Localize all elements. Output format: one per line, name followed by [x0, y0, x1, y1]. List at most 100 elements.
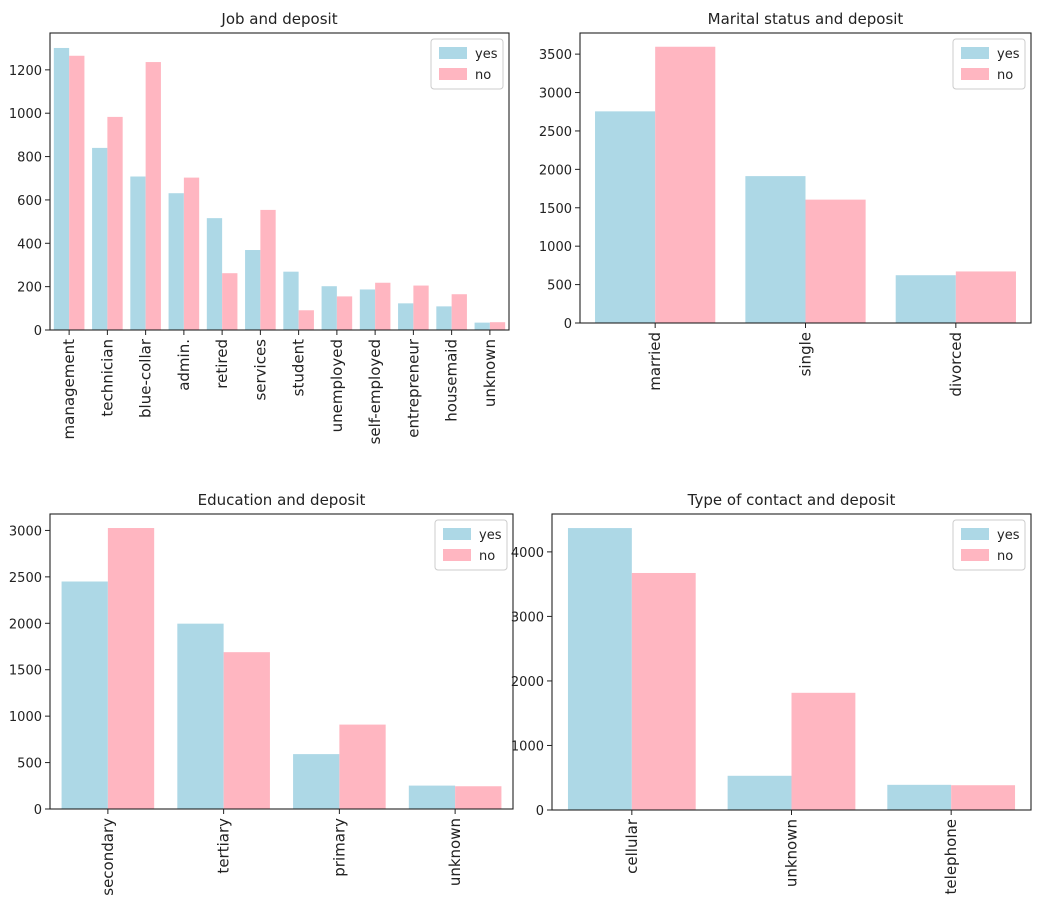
y-tick-label: 4000: [511, 546, 544, 561]
bar-no-married: [655, 46, 716, 323]
bar-yes-services: [245, 250, 261, 330]
x-tick-label: services: [251, 339, 269, 401]
legend: yes no: [952, 519, 1026, 571]
bar-yes-housemaid: [436, 306, 452, 330]
bar-no-telephone: [951, 785, 1016, 810]
bar-no-entrepreneur: [413, 285, 429, 330]
bar-no-management: [69, 55, 85, 330]
legend-label-no: no: [997, 68, 1013, 83]
y-tick-label: 500: [17, 757, 42, 772]
x-tick-label: unknown: [481, 339, 499, 407]
y-tick-label: 800: [17, 151, 42, 166]
chart-job: Job and deposit 0 200 400 600 800 1000 1200 mana…: [9, 10, 510, 444]
bar-no-retired: [222, 273, 238, 330]
y-tick-label: 400: [17, 237, 42, 252]
y-tick-label: 0: [536, 804, 544, 819]
x-tick-label: single: [797, 332, 815, 376]
chart-contact: Type of contact and deposit 0 1000 2000 3000…: [511, 491, 1032, 894]
plot-frame: [49, 32, 510, 331]
y-tick-label: 2500: [9, 571, 42, 586]
bar-no-tertiary: [223, 652, 270, 809]
bar-no-single: [805, 199, 866, 323]
plot-frame: [49, 513, 514, 810]
x-tick-label: cellular: [623, 818, 641, 874]
y-tick-label: 1000: [511, 739, 544, 754]
legend-label-no: no: [475, 68, 491, 83]
legend-swatch-yes: [439, 47, 467, 59]
y-tick-label: 1000: [9, 107, 42, 122]
bar-no-student: [298, 310, 314, 330]
bar-yes-admin.: [168, 193, 184, 330]
x-tick-label: management: [60, 339, 78, 440]
chart-title: Job and deposit: [220, 10, 337, 28]
bar-no-primary: [339, 724, 386, 809]
y-tick-label: 3000: [9, 524, 42, 539]
x-tick-label: unknown: [446, 818, 464, 886]
chart-title: Marital status and deposit: [708, 10, 904, 28]
y-tick-label: 2000: [511, 675, 544, 690]
legend: yes no: [434, 519, 508, 571]
bar-no-admin.: [183, 177, 200, 330]
x-tick-label: housemaid: [443, 339, 461, 422]
bar-yes-telephone: [887, 784, 952, 810]
bar-no-unknown: [791, 692, 856, 810]
bar-no-services: [260, 209, 276, 330]
y-tick-label: 0: [34, 803, 42, 818]
legend-swatch-no: [439, 68, 467, 80]
bar-no-housemaid: [451, 294, 467, 330]
bar-yes-self-employed: [359, 289, 376, 330]
chart-title: Education and deposit: [198, 491, 366, 509]
bar-yes-unknown: [474, 322, 490, 330]
y-tick-label: 200: [17, 281, 42, 296]
y-tick-label: 1500: [9, 664, 42, 679]
y-tick-label: 1000: [9, 710, 42, 725]
bar-no-unemployed: [336, 296, 353, 330]
legend-swatch-yes: [443, 528, 471, 540]
legend-label-yes: yes: [997, 47, 1020, 62]
y-tick-label: 2000: [539, 163, 572, 178]
y-tick-label: 1500: [539, 202, 572, 217]
y-tick-label: 500: [547, 279, 572, 294]
x-tick-label: retired: [213, 339, 231, 389]
y-tick-label: 2000: [9, 617, 42, 632]
bar-no-blue-collar: [145, 62, 161, 331]
legend: yes no: [952, 38, 1026, 90]
legend-label-no: no: [997, 549, 1013, 564]
bar-no-unknown: [489, 322, 506, 330]
x-tick-label: unemployed: [328, 339, 346, 432]
legend-swatch-yes: [961, 47, 989, 59]
x-tick-label: entrepreneur: [404, 338, 422, 438]
x-tick-label: secondary: [99, 818, 117, 896]
y-tick-label: 1000: [539, 240, 572, 255]
bar-no-technician: [107, 116, 123, 331]
chart-education: Education and deposit 0 500 1000 1500 2000 250…: [9, 491, 514, 896]
y-tick-label: 3000: [511, 610, 544, 625]
bar-yes-divorced: [895, 275, 956, 323]
legend: yes no: [430, 38, 504, 90]
bar-yes-cellular: [567, 528, 632, 810]
bar-yes-entrepreneur: [398, 303, 414, 330]
y-tick-label: 3000: [539, 87, 572, 102]
y-tick-label: 3500: [539, 48, 572, 63]
y-tick-label: 600: [17, 194, 42, 209]
bar-yes-primary: [293, 754, 340, 809]
bar-yes-tertiary: [177, 623, 224, 809]
bar-yes-management: [53, 47, 70, 331]
bar-no-self-employed: [375, 282, 391, 330]
bar-yes-unknown: [408, 785, 456, 809]
x-tick-label: blue-collar: [137, 338, 155, 418]
legend-label-yes: yes: [997, 528, 1020, 543]
bar-yes-retired: [206, 218, 223, 330]
x-tick-label: unknown: [783, 819, 801, 887]
bar-yes-technician: [92, 147, 108, 330]
x-tick-label: self-employed: [366, 339, 384, 444]
chart-marital: Marital status and deposit 0 500 1000 1500 20…: [539, 10, 1032, 397]
x-tick-label: divorced: [947, 332, 965, 397]
bar-yes-blue-collar: [130, 176, 146, 330]
legend-label-yes: yes: [479, 528, 502, 543]
x-tick-label: married: [646, 332, 664, 391]
bar-no-unknown: [455, 786, 502, 809]
bar-no-divorced: [955, 271, 1016, 323]
bar-yes-secondary: [61, 581, 108, 809]
